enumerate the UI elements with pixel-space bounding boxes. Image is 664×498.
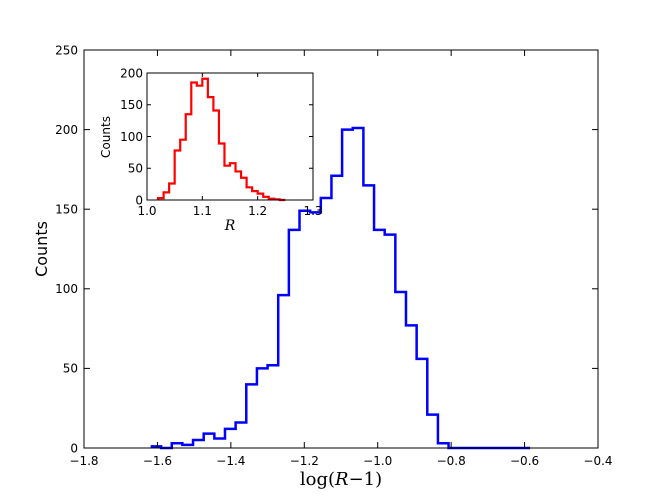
x-axis-label-suffix: −1) bbox=[349, 469, 383, 490]
x-tick-label: −1.8 bbox=[69, 454, 98, 468]
x-tick-label: 1.1 bbox=[193, 204, 212, 218]
x-tick-label: 1.2 bbox=[248, 204, 267, 218]
main-histogram: −1.8 −1.6 −1.4 −1.2 −1.0 −0.8 −0.6 −0.4 0 50 100 15… bbox=[32, 43, 613, 490]
histogram-series-line bbox=[156, 77, 286, 202]
x-tick-label: −0.4 bbox=[583, 454, 612, 468]
y-tick-label: 50 bbox=[128, 162, 143, 176]
x-tick-label: −1.0 bbox=[363, 454, 392, 468]
x-tick-label: −1.4 bbox=[216, 454, 245, 468]
y-tick-label: 100 bbox=[55, 282, 78, 296]
x-axis-label-prefix: log( bbox=[300, 469, 335, 490]
inset-x-axis-label: R bbox=[224, 218, 236, 234]
y-tick-label: 250 bbox=[55, 43, 78, 57]
x-tick-label: 1.3 bbox=[303, 204, 322, 218]
y-tick-label: 150 bbox=[120, 98, 143, 112]
x-axis-label: log(R−1) bbox=[300, 469, 382, 490]
y-axis-label: Counts bbox=[32, 221, 51, 277]
x-tick-label: −0.8 bbox=[437, 454, 466, 468]
plot-area bbox=[147, 73, 313, 200]
inset-y-axis-label: Counts bbox=[99, 116, 113, 158]
x-axis-label-var: R bbox=[334, 469, 349, 490]
y-tick-label: 0 bbox=[135, 193, 143, 207]
y-tick-label: 150 bbox=[55, 203, 78, 217]
x-tick-label: −0.6 bbox=[510, 454, 539, 468]
inset-histogram: 1.0 1.1 1.2 1.3 0 50 100 150 200 Counts R bbox=[99, 66, 323, 234]
y-tick-label: 50 bbox=[63, 362, 78, 376]
axes-frame bbox=[83, 49, 599, 449]
y-tick-label: 100 bbox=[120, 130, 143, 144]
x-tick-label: 1.0 bbox=[137, 204, 156, 218]
x-tick-label: −1.2 bbox=[290, 454, 319, 468]
y-tick-label: 200 bbox=[120, 66, 143, 80]
y-tick-label: 0 bbox=[70, 441, 78, 455]
x-tick-label: −1.6 bbox=[143, 454, 172, 468]
histogram-series-line bbox=[150, 126, 531, 450]
y-tick-label: 200 bbox=[55, 123, 78, 137]
